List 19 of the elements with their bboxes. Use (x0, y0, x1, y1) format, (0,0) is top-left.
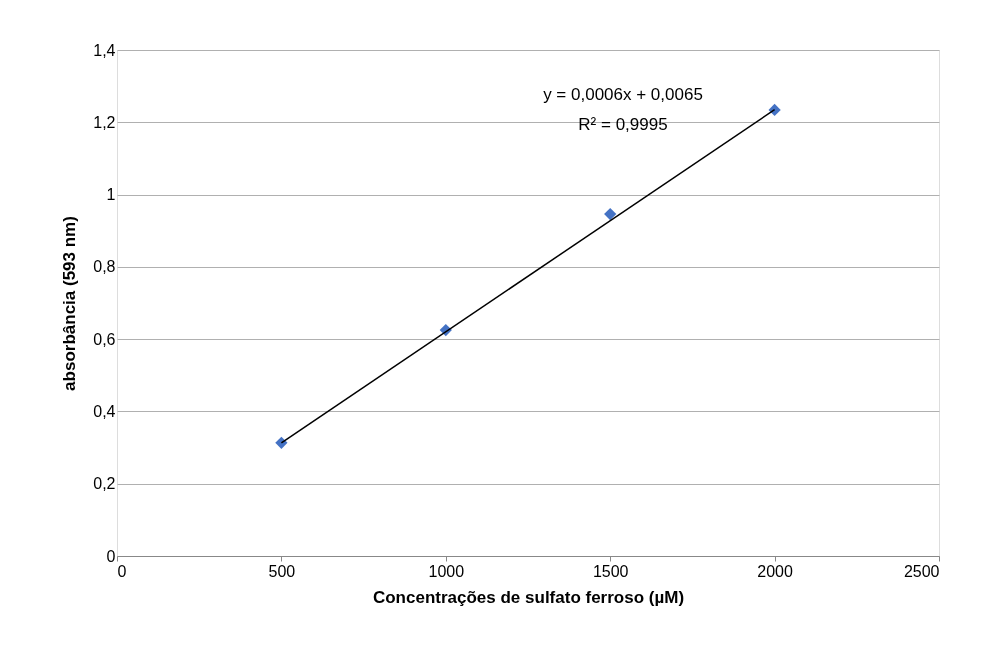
y-tick-label: 1,2 (93, 113, 116, 131)
annotation: R² = 0,9995 (578, 115, 668, 134)
y-tick-label: 1,4 (93, 41, 116, 59)
y-tick-label: 0,6 (93, 330, 116, 348)
x-axis-title: Concentrações de sulfato ferroso (µM) (372, 587, 685, 607)
annotation: y = 0,0006x + 0,0065 (543, 85, 703, 104)
y-tick-label: 0,2 (93, 475, 116, 493)
x-tick-label: 1500 (592, 562, 629, 580)
y-tick-label: 1 (106, 186, 116, 204)
x-tick-label: 1000 (428, 562, 465, 580)
x-tick-label: 2000 (757, 562, 793, 580)
y-tick-label: 0,8 (93, 258, 116, 276)
x-tick-label: 500 (268, 562, 296, 580)
point (604, 207, 617, 221)
x-tick-label: 0 (117, 562, 127, 580)
x-tick-label: 2500 (903, 562, 940, 580)
y-axis-title: absorbância (593 nm) (60, 216, 80, 391)
y-tick-label: 0,4 (93, 402, 116, 420)
y-tick-label: 0 (106, 547, 116, 565)
